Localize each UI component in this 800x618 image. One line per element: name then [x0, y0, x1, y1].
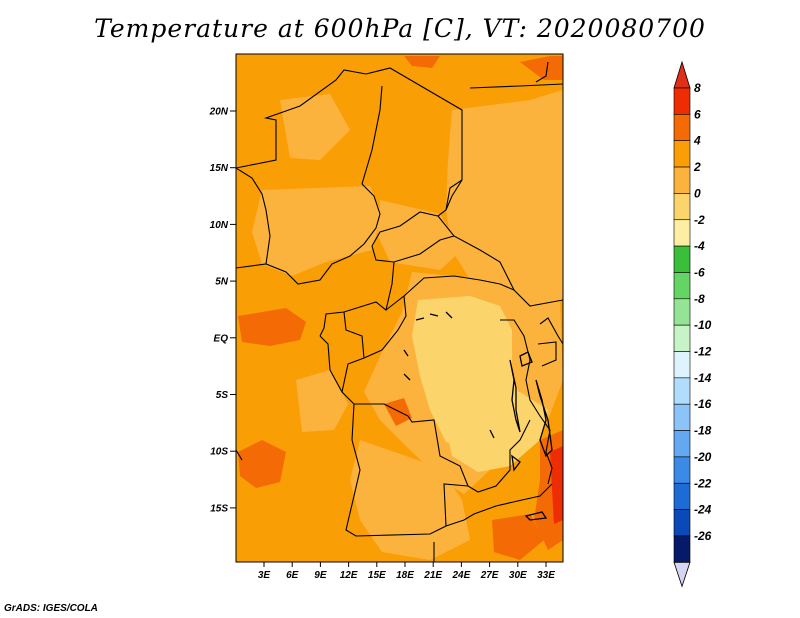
colorbar-label: -22 — [694, 476, 712, 490]
colorbar-box — [673, 377, 691, 405]
lat-label: 5S — [216, 390, 229, 401]
colorbar-label: -8 — [694, 292, 705, 306]
map-title: Temperature at 600hPa [C], VT: 202008070… — [94, 14, 706, 43]
lon-label: 12E — [340, 570, 358, 581]
lat-label: 10S — [210, 447, 228, 458]
colorbar-box — [673, 245, 691, 273]
colorbar-label: -26 — [694, 529, 712, 543]
colorbar-label: 6 — [694, 107, 701, 121]
colorbar-labels: 8 6 4 2 0 -2 -4 -6 -8 -10 -12 -14 -16 -18 -20 -22 -24 -26 — [693, 81, 712, 543]
colorbar-bottom-arrow — [673, 561, 691, 588]
colorbar-box — [673, 456, 691, 484]
lat-label: 15S — [210, 503, 228, 514]
colorbar-label: 4 — [693, 134, 701, 148]
colorbar-label: -6 — [694, 265, 705, 279]
colorbar-box — [673, 351, 691, 379]
colorbar-box — [673, 298, 691, 326]
colorbar-box — [673, 509, 691, 537]
lon-label: 21E — [423, 570, 442, 581]
lon-label: 18E — [396, 570, 414, 581]
lakes — [403, 311, 553, 521]
colorbar-box — [673, 166, 691, 194]
colorbar-label: -16 — [694, 397, 712, 411]
lon-label: 15E — [368, 570, 386, 581]
lat-label: 15N — [210, 163, 229, 174]
colorbar-label: -20 — [694, 450, 712, 464]
colorbar-box — [673, 219, 691, 247]
colorbar-label: 8 — [694, 81, 701, 95]
lon-label: 24E — [452, 570, 471, 581]
credit-text: GrADS: IGES/COLA — [4, 603, 98, 614]
colorbar-label: -12 — [694, 345, 712, 359]
colorbar-box — [673, 482, 691, 510]
colorbar-box — [673, 430, 691, 458]
colorbar-label: -4 — [694, 239, 705, 253]
country-borders — [236, 61, 563, 562]
lon-label: 3E — [258, 570, 271, 581]
colorbar-box — [673, 140, 691, 168]
colorbar-box — [673, 114, 691, 141]
lon-label: 27E — [480, 570, 499, 581]
colorbar-boxes — [673, 60, 691, 588]
shading-0c — [412, 296, 548, 472]
colorbar-label: -2 — [694, 213, 705, 227]
shading-8c — [550, 446, 563, 524]
lon-axis: 3E 6E 9E 12E 15E 18E 21E 24E 27E 30E 33E — [258, 562, 555, 581]
lon-label: 30E — [509, 570, 527, 581]
map-frame — [235, 53, 564, 563]
colorbar-label: -14 — [694, 371, 712, 385]
colorbar-top-arrow — [673, 60, 691, 89]
colorbar-box — [673, 535, 691, 563]
colorbar-label: 0 — [694, 186, 701, 200]
colorbar-label: -10 — [694, 318, 712, 332]
colorbar-label: 2 — [693, 160, 701, 174]
map-fill-layer — [236, 54, 563, 562]
lat-label: 5N — [215, 277, 229, 288]
colorbar-box — [673, 193, 691, 221]
colorbar-label: -24 — [694, 503, 712, 517]
lat-label: 20N — [209, 107, 229, 118]
lon-label: 9E — [314, 570, 327, 581]
lon-label: 33E — [537, 570, 555, 581]
colorbar-box — [673, 324, 691, 352]
colorbar-box — [673, 403, 691, 431]
colorbar-box — [673, 272, 691, 300]
lat-axis: 20N 15N 10N 5N EQ 5S 10S 15S — [209, 107, 236, 514]
lat-label: 10N — [210, 220, 229, 231]
colorbar-box — [673, 87, 691, 115]
lon-label: 6E — [286, 570, 299, 581]
colorbar-label: -18 — [694, 424, 712, 438]
lat-label: EQ — [214, 333, 229, 344]
